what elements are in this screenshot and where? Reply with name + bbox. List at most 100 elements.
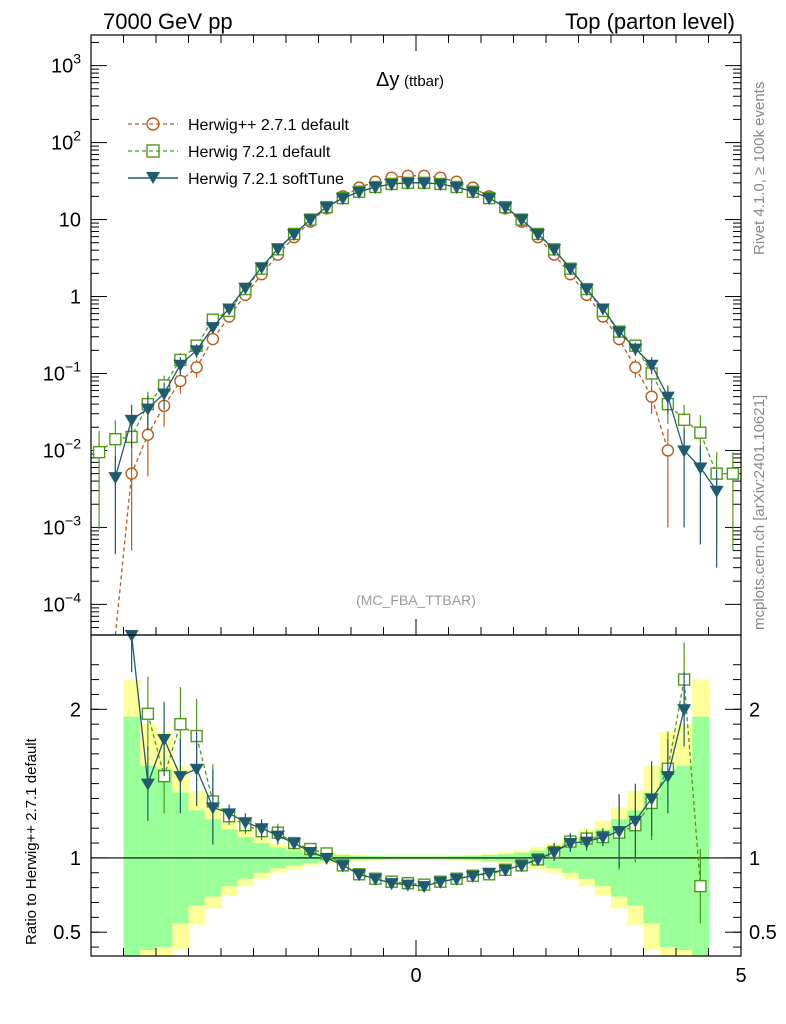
data-point-softtune (319, 202, 334, 215)
data-point-softtune (628, 343, 643, 356)
ratio-point-softtune (433, 876, 448, 889)
ratio-point-softtune (417, 881, 432, 894)
data-point-softtune (287, 228, 302, 241)
series-line-herwig-721 (98, 182, 733, 475)
ratio-point-softtune (222, 808, 237, 821)
data-point-herwig-pp (206, 332, 220, 346)
ratio-point-softtune (270, 830, 285, 843)
y-tick-label: 10−3 (43, 512, 81, 539)
rivet-version-label: Rivet 4.1.0, ≥ 100k events (751, 82, 768, 255)
ratio-tick-label-right: 1 (749, 848, 760, 870)
data-point-softtune (368, 181, 383, 194)
ratio-point-softtune (498, 864, 513, 877)
ratio-point-softtune (173, 771, 188, 784)
y-tick-label: 10−4 (43, 589, 81, 616)
data-point-softtune (384, 178, 399, 191)
data-point-softtune (498, 202, 513, 215)
data-point-softtune (530, 228, 545, 241)
band-green-bin (123, 716, 141, 956)
data-point-softtune (612, 326, 627, 339)
y-tick-base: 10 (51, 133, 73, 155)
ratio-point-softtune (482, 867, 497, 880)
data-point-softtune (514, 214, 529, 227)
data-point-herwig-721 (726, 467, 740, 480)
data-point-softtune (270, 243, 285, 256)
data-point-softtune (335, 193, 350, 206)
ratio-point-softtune (579, 836, 594, 849)
data-point-softtune (677, 445, 692, 458)
ratio-point-softtune (547, 846, 562, 859)
ratio-tick-label-right: 0.5 (749, 922, 777, 944)
ratio-point-softtune (303, 846, 318, 859)
plot-title-suffix: (ttbar) (404, 73, 444, 90)
ratio-series-layer (124, 630, 707, 924)
data-point-softtune (400, 177, 415, 190)
x-tick-label: 0 (410, 965, 421, 987)
header-level: Top (parton level) (565, 9, 735, 34)
ratio-tick-label: 0.5 (53, 922, 81, 944)
data-point-softtune (417, 177, 432, 190)
ratio-point-softtune (612, 826, 627, 839)
data-point-softtune (660, 391, 675, 404)
ratio-point-softtune (449, 873, 464, 886)
ratio-frame (90, 634, 742, 957)
ratio-point-herwig-721 (694, 879, 707, 893)
ratio-point-softtune (319, 852, 334, 865)
ratio-point-softtune (189, 763, 204, 776)
x-tick-label: 5 (735, 965, 746, 987)
data-point-softtune (222, 303, 237, 316)
ratio-point-softtune (157, 734, 172, 747)
ratio-point-softtune (628, 815, 643, 828)
y-tick-exp: −1 (65, 358, 81, 374)
y-tick-exp: 3 (73, 51, 81, 67)
plot-title: Δy (376, 69, 399, 91)
ratio-tick-label: 1 (70, 848, 81, 870)
y-tick-exp: 2 (73, 128, 81, 144)
legend-marker-herwig-721 (146, 144, 160, 158)
analysis-label: (MC_FBA_TTBAR) (356, 592, 476, 608)
data-point-herwig-721 (677, 413, 691, 427)
series-line-softtune (114, 182, 718, 492)
ratio-point-herwig-721 (141, 707, 155, 720)
ratio-point-softtune (335, 860, 350, 873)
data-point-softtune (579, 284, 594, 297)
data-point-softtune (238, 282, 253, 295)
ratio-point-herwig-721 (174, 717, 187, 731)
ratio-point-softtune (677, 704, 692, 717)
legend-marker-herwig-pp (146, 117, 160, 131)
data-point-softtune (693, 462, 708, 475)
band-green-bin (692, 716, 709, 956)
data-point-herwig-pp (141, 428, 155, 441)
ratio-tick-label-right: 2 (749, 699, 760, 721)
ratio-point-softtune (644, 793, 659, 806)
ratio-tick-label: 2 (70, 699, 81, 721)
ratio-point-softtune (530, 854, 545, 867)
ratio-point-softtune (254, 823, 269, 836)
data-point-herwig-pp (629, 361, 642, 374)
data-point-softtune (254, 262, 269, 275)
data-point-softtune (433, 178, 448, 191)
main-series-layer (92, 169, 740, 636)
data-point-softtune (563, 263, 578, 276)
y-tick-label: 1 (70, 287, 81, 309)
data-point-herwig-721 (694, 426, 707, 439)
data-point-herwig-pp (190, 361, 203, 374)
ratio-point-softtune (238, 817, 253, 830)
data-point-softtune (465, 186, 480, 199)
ratio-ylabel: Ratio to Herwig++ 2.7.1 default (23, 737, 40, 945)
legend: Herwig++ 2.7.1 default Herwig 7.2.1 defa… (128, 117, 350, 188)
y-tick-label: 103 (51, 51, 81, 78)
data-point-softtune (352, 186, 367, 199)
ratio-point-softtune (140, 778, 155, 791)
y-tick-base: 10 (43, 594, 65, 616)
data-point-softtune (482, 193, 497, 206)
data-point-softtune (140, 403, 155, 416)
data-point-softtune (644, 359, 659, 372)
ratio-point-softtune (563, 838, 578, 851)
y-tick-label: 102 (51, 128, 81, 155)
legend-label-herwig-pp: Herwig++ 2.7.1 default (188, 117, 350, 134)
ratio-point-softtune (660, 771, 675, 784)
y-tick-exp: −3 (65, 512, 81, 528)
ratio-point-softtune (352, 869, 367, 882)
